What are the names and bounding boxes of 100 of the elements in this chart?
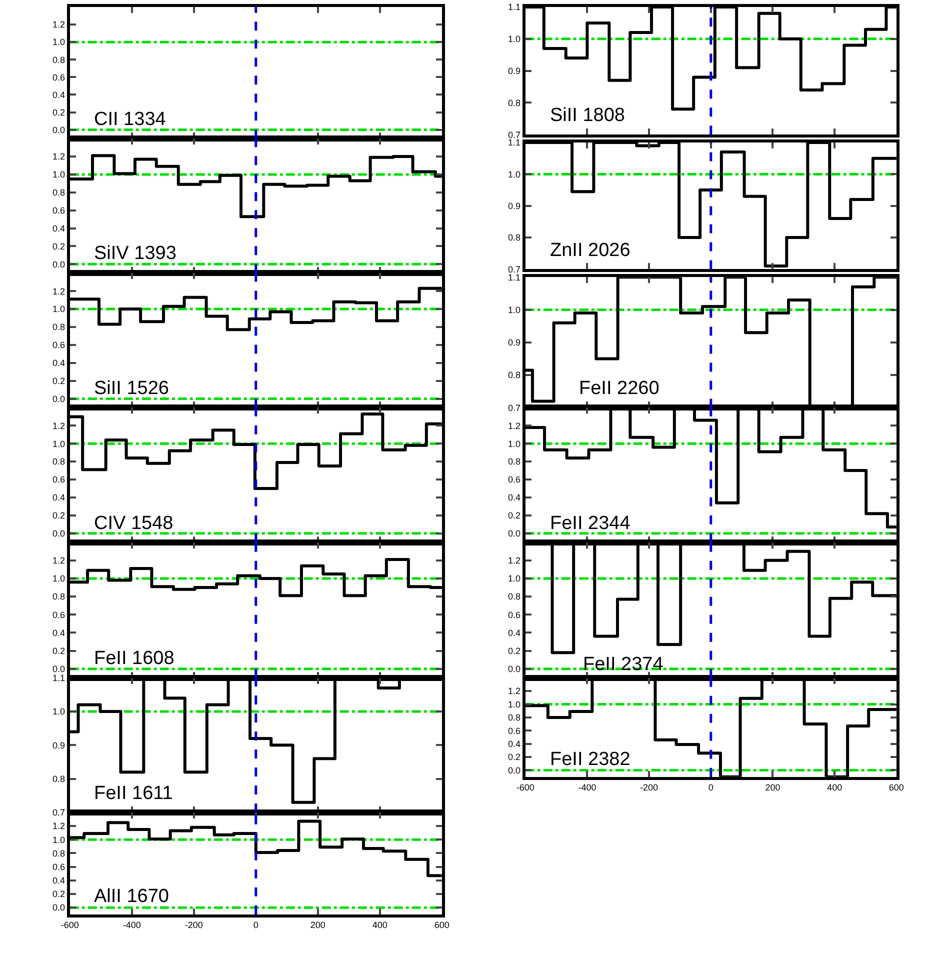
y-tick-label: 0.8 <box>508 712 521 723</box>
x-tick-label: 0 <box>708 782 714 793</box>
y-tick-label: 0.9 <box>508 66 521 76</box>
annotation: CIV 1548 <box>94 513 174 534</box>
y-tick-label: 0.0 <box>508 528 521 538</box>
x-tick-label: -600 <box>516 782 534 793</box>
y-tick-label: 0.6 <box>52 340 66 350</box>
y-tick-label: 1.0 <box>508 438 521 449</box>
y-tick-label: 0.2 <box>52 241 66 252</box>
x-tick-label: 200 <box>310 920 326 930</box>
annotation: SiII 1526 <box>94 378 169 399</box>
y-tick-label: 1.1 <box>508 272 521 282</box>
x-tick-label: 200 <box>765 782 780 793</box>
y-tick-label: 0.7 <box>508 130 521 140</box>
y-tick-label: 0.0 <box>52 664 66 674</box>
y-tick-label: 1.0 <box>508 574 521 584</box>
y-tick-label: 1.0 <box>52 706 66 717</box>
x-tick-label: -400 <box>122 920 141 930</box>
y-tick-label: 1.2 <box>52 821 66 832</box>
y-tick-label: 1.1 <box>52 673 66 684</box>
y-tick-label: 0.0 <box>52 259 66 270</box>
y-tick-label: 0.2 <box>508 752 521 762</box>
y-tick-label: 1.0 <box>52 37 66 48</box>
y-tick-label: 0.8 <box>52 188 66 198</box>
y-tick-label: 0.4 <box>508 492 521 503</box>
y-tick-label: 0.9 <box>508 201 521 212</box>
y-tick-label: 1.1 <box>508 138 521 148</box>
y-tick-label: 0.2 <box>52 376 66 386</box>
y-tick-label: 0.8 <box>52 774 66 784</box>
y-tick-label: 1.0 <box>52 304 66 314</box>
y-tick-label: 0.2 <box>508 510 521 521</box>
y-tick-label: 0.9 <box>52 740 66 750</box>
y-tick-label: 0.7 <box>508 264 521 274</box>
y-tick-label: 0.6 <box>52 610 66 620</box>
y-tick-label: 0.6 <box>508 610 521 620</box>
x-tick-label: -200 <box>184 920 203 930</box>
y-tick-label: 0.4 <box>508 739 521 749</box>
x-tick-label: -600 <box>60 920 79 930</box>
y-tick-label: 0.2 <box>508 646 521 656</box>
y-tick-label: 1.1 <box>508 2 521 12</box>
annotation: CII 1334 <box>94 109 166 130</box>
x-tick-label: 600 <box>888 782 904 793</box>
y-tick-label: 1.0 <box>508 304 521 315</box>
annotation: FeII 2382 <box>550 749 630 770</box>
x-tick-label: 400 <box>372 920 388 930</box>
y-tick-label: 0.7 <box>52 808 66 818</box>
annotation: FeII 2260 <box>579 378 660 399</box>
y-tick-label: 1.2 <box>52 556 66 566</box>
y-tick-label: 1.2 <box>52 152 66 162</box>
y-tick-label: 0.2 <box>52 889 66 900</box>
x-tick-label: -400 <box>578 782 596 793</box>
y-tick-label: 0.4 <box>52 492 66 503</box>
x-tick-label: -200 <box>640 782 658 793</box>
y-tick-label: 0.8 <box>508 232 521 243</box>
y-tick-label: 0.4 <box>52 90 66 100</box>
y-tick-label: 0.0 <box>508 664 521 674</box>
x-tick-label: 600 <box>434 920 450 930</box>
y-tick-label: 1.2 <box>52 286 66 296</box>
y-tick-label: 0.8 <box>508 456 521 467</box>
y-tick-label: 0.8 <box>52 848 66 858</box>
annotation: FeII 1608 <box>94 648 174 669</box>
y-tick-label: 0.8 <box>508 370 521 380</box>
y-tick-label: 0.8 <box>52 54 66 65</box>
y-tick-label: 1.2 <box>508 556 521 566</box>
y-tick-label: 0.0 <box>52 394 66 404</box>
y-tick-label: 1.0 <box>508 169 521 180</box>
y-tick-label: 0.4 <box>52 358 66 368</box>
y-tick-label: 0.0 <box>52 902 66 913</box>
y-tick-label: 0.8 <box>52 456 66 467</box>
y-tick-label: 0.6 <box>52 72 66 82</box>
y-tick-label: 0.8 <box>508 98 521 108</box>
y-tick-label: 0.7 <box>508 402 521 413</box>
y-tick-label: 0.0 <box>508 765 521 776</box>
x-tick-label: 400 <box>827 782 842 793</box>
y-tick-label: 0.8 <box>52 592 66 602</box>
annotation: SiII 1808 <box>550 105 625 126</box>
y-tick-label: 0.6 <box>52 862 66 872</box>
y-tick-label: 0.6 <box>52 206 66 216</box>
annotation: FeII 1611 <box>94 783 173 804</box>
y-tick-label: 1.0 <box>52 438 66 449</box>
y-tick-label: 0.0 <box>52 528 66 538</box>
annotation: FeII 2344 <box>550 513 631 534</box>
y-tick-label: 0.4 <box>52 628 66 638</box>
y-tick-label: 0.4 <box>52 223 66 234</box>
y-tick-label: 0.4 <box>508 628 521 638</box>
annotation: AlII 1670 <box>94 886 169 907</box>
y-tick-label: 1.0 <box>52 574 66 584</box>
y-tick-label: 0.9 <box>508 338 521 348</box>
y-tick-label: 0.2 <box>52 107 66 118</box>
y-tick-label: 1.2 <box>52 20 66 30</box>
y-tick-label: 0.2 <box>52 646 66 656</box>
y-tick-label: 0.0 <box>52 124 66 135</box>
y-tick-label: 1.0 <box>508 699 521 710</box>
y-tick-label: 1.0 <box>52 170 66 180</box>
y-tick-label: 1.0 <box>52 834 66 845</box>
y-tick-label: 0.4 <box>52 876 66 886</box>
y-tick-label: 0.8 <box>508 592 521 602</box>
y-tick-label: 0.8 <box>52 322 66 332</box>
y-tick-label: 1.2 <box>508 686 521 696</box>
y-tick-label: 0.2 <box>52 510 66 521</box>
